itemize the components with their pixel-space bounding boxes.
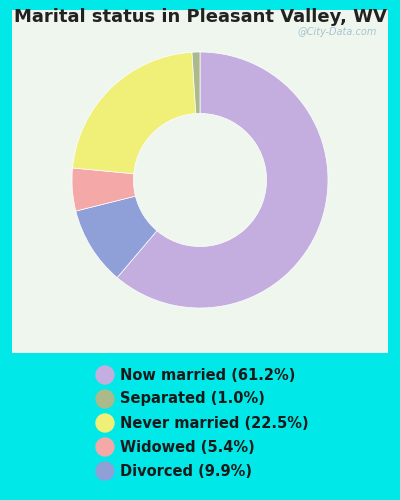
Circle shape	[96, 414, 114, 432]
Text: Divorced (9.9%): Divorced (9.9%)	[120, 464, 252, 478]
Circle shape	[96, 366, 114, 384]
Wedge shape	[117, 52, 328, 308]
Circle shape	[96, 390, 114, 408]
Wedge shape	[72, 52, 196, 174]
Circle shape	[96, 462, 114, 480]
Wedge shape	[72, 168, 136, 211]
Text: Now married (61.2%): Now married (61.2%)	[120, 368, 295, 382]
Text: Separated (1.0%): Separated (1.0%)	[120, 392, 265, 406]
Text: Never married (22.5%): Never married (22.5%)	[120, 416, 309, 430]
Wedge shape	[76, 196, 157, 278]
Text: Widowed (5.4%): Widowed (5.4%)	[120, 440, 255, 454]
Circle shape	[96, 438, 114, 456]
Text: Marital status in Pleasant Valley, WV: Marital status in Pleasant Valley, WV	[14, 8, 386, 26]
FancyBboxPatch shape	[4, 3, 396, 360]
Text: @City-Data.com: @City-Data.com	[297, 27, 377, 37]
Wedge shape	[192, 52, 200, 114]
